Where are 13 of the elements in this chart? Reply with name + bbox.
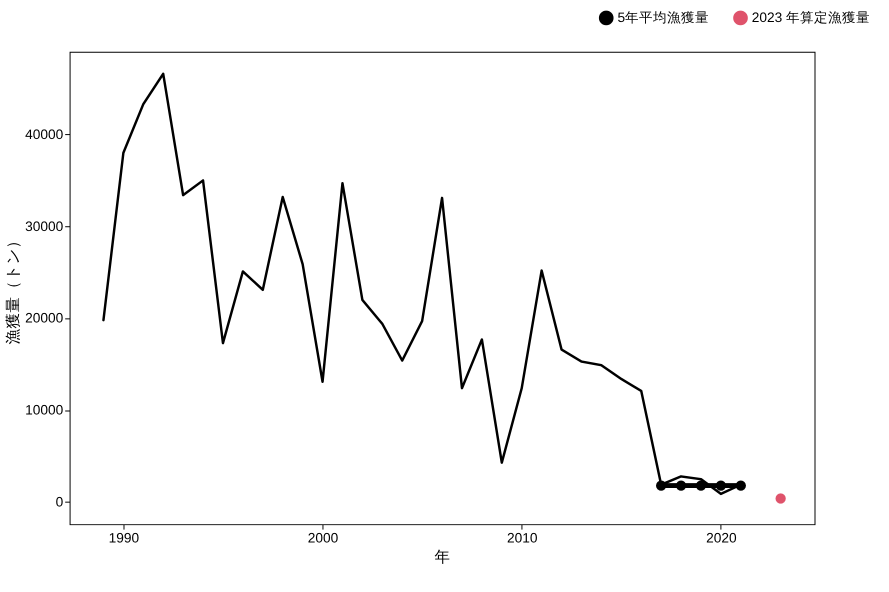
x-tick-label: 2000 xyxy=(308,530,339,546)
y-tick-label: 0 xyxy=(56,494,64,510)
legend-label: 2023 年算定漁獲量 xyxy=(752,10,870,25)
x-tick-label: 2020 xyxy=(706,530,738,546)
y-tick-label: 20000 xyxy=(25,310,64,326)
y-tick-label: 10000 xyxy=(25,402,64,418)
legend-label: 5年平均漁獲量 xyxy=(617,10,710,25)
x-tick-label: 1990 xyxy=(108,530,140,546)
x-tick-label: 2010 xyxy=(506,530,538,546)
x-axis-title: 年 xyxy=(434,548,451,566)
y-tick-label: 30000 xyxy=(25,218,64,234)
y-axis-title: 漁獲量（トン） xyxy=(5,232,22,344)
y-tick-label: 40000 xyxy=(25,126,64,142)
